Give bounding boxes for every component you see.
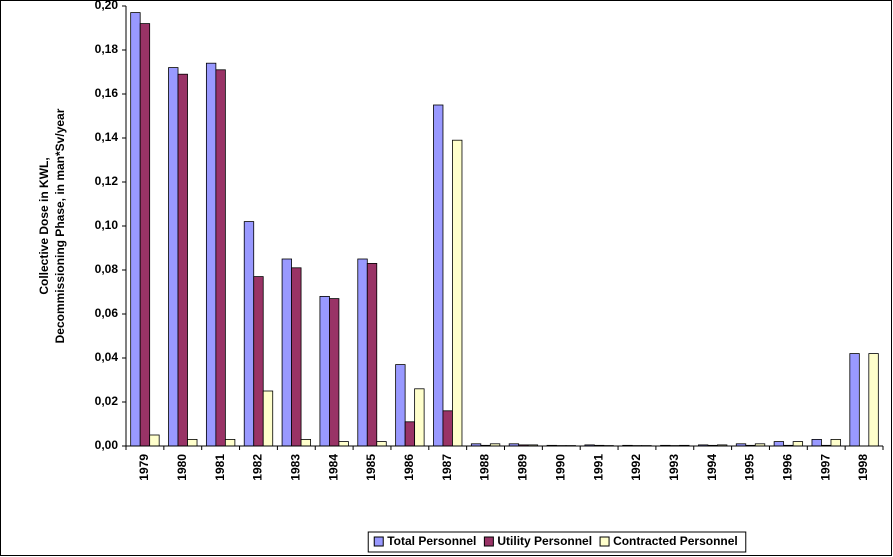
- y-tick-label: 0,06: [95, 306, 119, 320]
- x-tick-label: 1981: [213, 454, 227, 481]
- bar: [262, 390, 274, 447]
- x-tick-label: 1991: [591, 454, 605, 481]
- bar: [224, 438, 236, 447]
- bar: [253, 276, 264, 447]
- legend-swatch: [373, 536, 384, 547]
- x-tick-label: 1979: [137, 454, 151, 481]
- bar: [811, 438, 822, 447]
- bar: [281, 258, 292, 447]
- y-tick-label: 0,16: [95, 86, 119, 100]
- bar: [357, 258, 368, 447]
- bar: [139, 23, 151, 447]
- x-tick-label: 1996: [781, 454, 795, 481]
- x-tick-label: 1993: [667, 454, 681, 481]
- y-axis-label: Decommissioning Phase, in man*Sv/year: [53, 108, 67, 343]
- y-tick-label: 0,02: [95, 394, 119, 408]
- y-tick-label: 0,08: [95, 262, 119, 276]
- x-tick-label: 1995: [743, 454, 757, 481]
- x-tick-label: 1992: [629, 454, 643, 481]
- bar: [830, 438, 841, 447]
- x-tick-label: 1986: [402, 454, 416, 481]
- legend-label: Contracted Personnel: [613, 534, 738, 548]
- x-tick-label: 1994: [705, 454, 719, 481]
- y-tick-label: 0,12: [95, 174, 119, 188]
- bar: [329, 298, 340, 447]
- bar: [395, 364, 406, 447]
- bar: [404, 421, 416, 447]
- bar: [773, 441, 785, 447]
- x-tick-label: 1983: [288, 454, 302, 481]
- bar: [149, 434, 160, 447]
- bar: [291, 267, 302, 447]
- x-tick-label: 1988: [478, 454, 492, 481]
- x-tick-label: 1985: [364, 454, 378, 481]
- bar: [168, 67, 179, 447]
- legend-label: Utility Personnel: [497, 534, 592, 548]
- legend-label: Total Personnel: [387, 534, 476, 548]
- bar: [338, 441, 349, 447]
- bar: [319, 295, 330, 447]
- x-tick-label: 1998: [856, 454, 870, 481]
- legend-swatch: [483, 536, 494, 547]
- y-tick-label: 0,00: [95, 438, 119, 452]
- x-tick-label: 1982: [251, 454, 265, 481]
- bar: [300, 438, 311, 447]
- x-tick-label: 1987: [440, 454, 454, 481]
- bar: [177, 73, 188, 447]
- bar: [243, 221, 255, 447]
- x-tick-label: 1984: [326, 454, 340, 481]
- legend-swatch: [599, 536, 610, 547]
- bar: [205, 62, 217, 447]
- bar: [215, 69, 226, 447]
- bar: [130, 12, 141, 447]
- y-axis-label: Collective Dose in KWL,: [37, 157, 51, 294]
- y-tick-label: 0,20: [95, 0, 119, 12]
- bar: [849, 353, 860, 447]
- y-tick-label: 0,14: [95, 130, 119, 144]
- bar: [366, 262, 378, 447]
- bar: [868, 353, 879, 447]
- bar: [792, 441, 804, 447]
- y-tick-label: 0,18: [95, 42, 119, 56]
- bar: [376, 441, 387, 447]
- y-tick-label: 0,10: [95, 218, 119, 232]
- legend-box: [367, 531, 747, 553]
- x-tick-label: 1989: [516, 454, 530, 481]
- bar: [452, 139, 463, 447]
- x-tick-label: 1990: [553, 454, 567, 481]
- bar: [433, 104, 444, 447]
- y-tick-label: 0,04: [95, 350, 119, 364]
- bar: [414, 388, 425, 447]
- x-tick-label: 1980: [175, 454, 189, 481]
- x-tick-label: 1997: [818, 454, 832, 481]
- bar: [442, 410, 453, 447]
- bar: [187, 438, 198, 447]
